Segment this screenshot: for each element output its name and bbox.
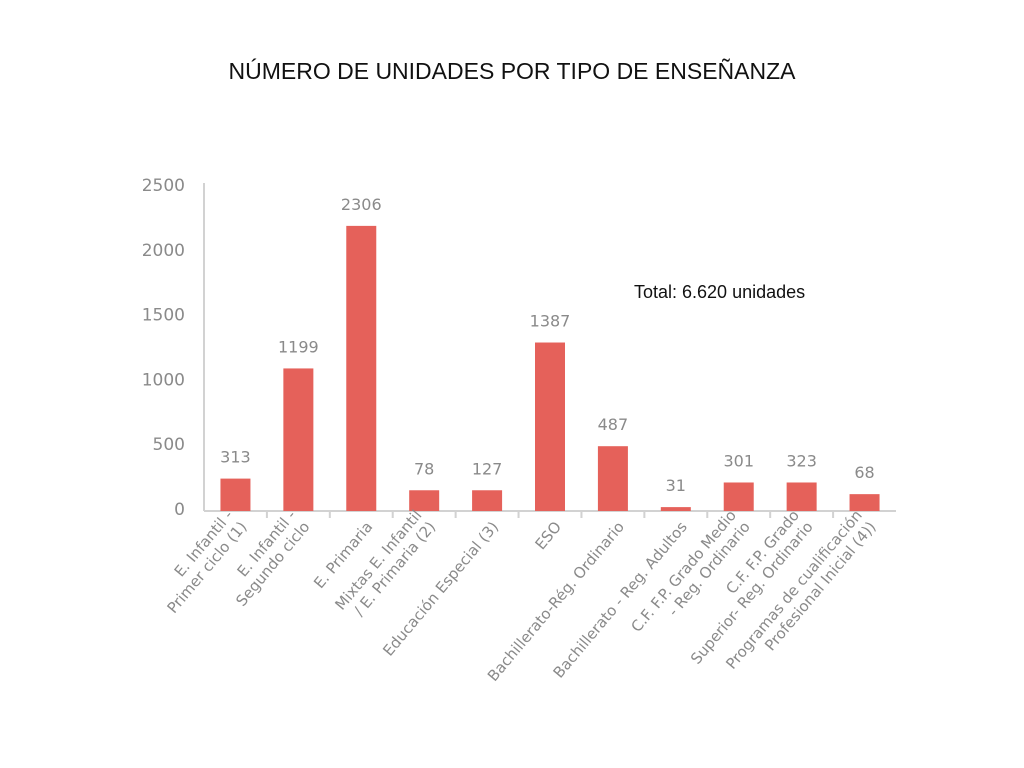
bar (849, 494, 880, 511)
bar (283, 368, 314, 511)
data-label: 31 (666, 476, 686, 495)
x-category-label: ESO (531, 518, 565, 553)
bar (220, 478, 251, 511)
data-label: 487 (598, 415, 629, 434)
total-annotation: Total: 6.620 unidades (634, 282, 806, 302)
bar (346, 225, 377, 511)
data-label: 2306 (341, 195, 382, 214)
bar (723, 482, 754, 511)
data-label: 301 (723, 451, 754, 470)
y-tick-label: 2000 (142, 241, 185, 261)
data-label: 1387 (530, 312, 571, 331)
data-label: 78 (414, 459, 434, 478)
bar (472, 490, 503, 511)
y-tick-label: 1500 (142, 306, 185, 326)
y-tick-label: 0 (174, 500, 185, 520)
y-tick-label: 500 (153, 435, 185, 455)
y-tick-label: 1000 (142, 370, 185, 390)
bar (535, 342, 565, 511)
bar (409, 490, 440, 511)
x-tick-label: ESO (531, 518, 565, 553)
bar (660, 507, 691, 511)
bar (786, 482, 817, 511)
data-label: 323 (786, 451, 817, 470)
chart-title: NÚMERO DE UNIDADES POR TIPO DE ENSEÑANZA (228, 58, 796, 84)
y-tick-label: 2500 (142, 176, 185, 196)
bar (597, 446, 628, 511)
data-label: 127 (472, 459, 503, 478)
data-label: 68 (854, 463, 874, 482)
data-label: 313 (220, 448, 251, 467)
data-label: 1199 (278, 337, 319, 356)
